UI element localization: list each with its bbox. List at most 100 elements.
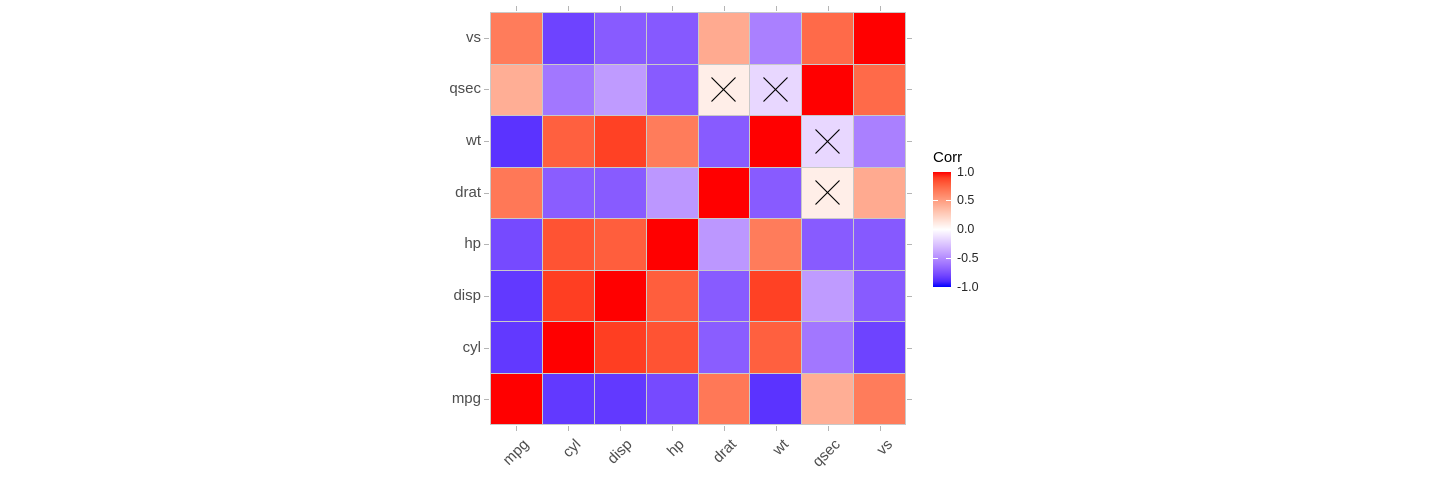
x-axis-label: vs xyxy=(873,436,897,459)
heatmap-cell xyxy=(542,373,594,424)
axis-tick xyxy=(907,192,912,194)
heatmap-cell xyxy=(698,373,750,424)
legend-colorbar-tick xyxy=(933,257,938,259)
x-axis-label: wt xyxy=(769,436,793,459)
legend-colorbar-tick xyxy=(946,257,951,259)
axis-tick xyxy=(484,141,489,143)
heatmap-cell xyxy=(802,64,854,115)
heatmap-cell xyxy=(698,322,750,373)
axis-tick xyxy=(776,6,777,11)
legend-title: Corr xyxy=(933,149,963,166)
heatmap-cell xyxy=(802,373,854,424)
not-significant-cross-icon xyxy=(815,128,841,154)
heatmap-cell xyxy=(698,270,750,321)
heatmap-cell xyxy=(542,322,594,373)
heatmap-cell xyxy=(491,219,542,270)
axis-tick xyxy=(484,192,489,194)
y-axis-label: hp xyxy=(464,235,481,253)
x-axis-label: mpg xyxy=(499,436,533,469)
legend-colorbar-tick xyxy=(946,200,951,202)
y-axis-label: disp xyxy=(453,286,481,304)
not-significant-cross-icon xyxy=(815,180,841,206)
heatmap-cell xyxy=(698,116,750,167)
heatmap-cell xyxy=(594,373,646,424)
legend-tick-label: 1.0 xyxy=(957,164,975,179)
legend-tick-label: -1.0 xyxy=(957,279,979,294)
heatmap-cell xyxy=(542,116,594,167)
axis-tick xyxy=(484,89,489,91)
axis-tick xyxy=(516,426,517,431)
axis-tick xyxy=(907,347,912,349)
heatmap-cell xyxy=(750,373,802,424)
heatmap-cell xyxy=(646,116,698,167)
axis-tick xyxy=(724,426,725,431)
axis-tick xyxy=(907,37,912,39)
axis-tick xyxy=(880,426,881,431)
not-significant-cross-icon xyxy=(763,77,789,103)
axis-tick xyxy=(568,426,569,431)
heatmap-cell xyxy=(750,13,802,64)
heatmap-cell xyxy=(646,373,698,424)
heatmap-cell xyxy=(646,322,698,373)
heatmap-cell xyxy=(646,270,698,321)
heatmap-cell xyxy=(594,13,646,64)
heatmap-cell xyxy=(491,13,542,64)
heatmap-cell xyxy=(698,13,750,64)
axis-tick xyxy=(484,37,489,39)
heatmap-cell xyxy=(646,13,698,64)
y-axis-label: cyl xyxy=(462,338,481,356)
legend-colorbar-tick xyxy=(933,228,938,231)
axis-tick xyxy=(907,89,912,91)
axis-tick xyxy=(484,399,489,401)
heatmap-cell xyxy=(750,116,802,167)
heatmap-cell xyxy=(594,322,646,373)
heatmap-cell xyxy=(491,64,542,115)
heatmap-cell xyxy=(542,219,594,270)
heatmap-cell xyxy=(854,116,905,167)
x-axis-label: qsec xyxy=(809,436,845,471)
heatmap-panel xyxy=(490,12,906,425)
heatmap-cell xyxy=(594,270,646,321)
legend-colorbar-tick xyxy=(933,200,938,202)
axis-tick xyxy=(776,426,777,431)
heatmap-cell xyxy=(750,270,802,321)
axis-tick xyxy=(672,426,673,431)
legend-tick-label: -0.5 xyxy=(957,250,979,265)
heatmap-cell xyxy=(491,270,542,321)
heatmap-cell xyxy=(802,167,854,218)
heatmap-cell xyxy=(802,270,854,321)
axis-tick xyxy=(672,6,673,11)
axis-tick xyxy=(907,141,912,143)
heatmap-cell xyxy=(802,116,854,167)
axis-tick xyxy=(907,295,912,297)
legend-tick-label: 0.5 xyxy=(957,193,975,208)
legend-colorbar-tick xyxy=(946,228,951,231)
heatmap-cell xyxy=(854,13,905,64)
heatmap-cell xyxy=(542,270,594,321)
axis-tick xyxy=(828,426,829,431)
heatmap-cell xyxy=(594,64,646,115)
axis-tick xyxy=(516,6,517,11)
axis-tick xyxy=(907,244,912,246)
axis-tick xyxy=(620,6,621,11)
y-axis-label: wt xyxy=(466,132,481,150)
legend-tick-label: 0.0 xyxy=(957,222,975,236)
not-significant-cross-icon xyxy=(711,77,737,103)
heatmap-cell xyxy=(646,219,698,270)
heatmap-cell xyxy=(750,167,802,218)
axis-tick xyxy=(620,426,621,431)
axis-tick xyxy=(724,6,725,11)
heatmap-cell xyxy=(542,13,594,64)
heatmap-cell xyxy=(542,167,594,218)
heatmap-cell xyxy=(594,219,646,270)
heatmap-cell xyxy=(594,116,646,167)
heatmap-cell xyxy=(491,322,542,373)
heatmap-cell xyxy=(854,373,905,424)
x-axis-label: drat xyxy=(709,436,741,467)
heatmap-cell xyxy=(698,64,750,115)
y-axis-label: mpg xyxy=(451,390,481,408)
heatmap-cell xyxy=(854,219,905,270)
axis-tick xyxy=(484,347,489,349)
heatmap-cell xyxy=(491,373,542,424)
